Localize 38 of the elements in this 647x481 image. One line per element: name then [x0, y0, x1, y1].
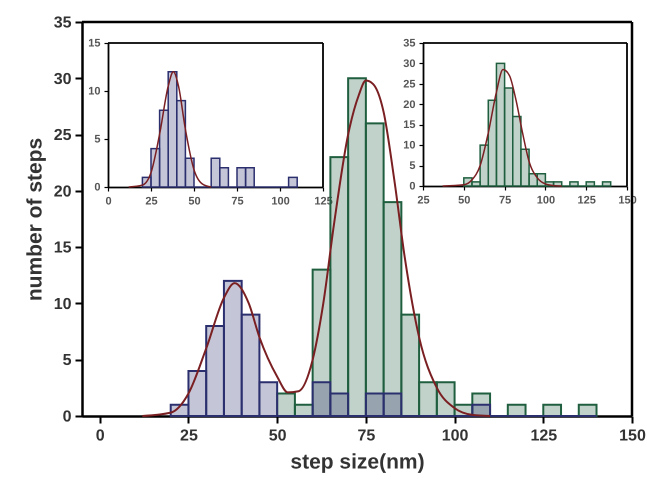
- y-tick-label: 0: [62, 408, 72, 426]
- x-tick-label: 0: [105, 196, 112, 208]
- y-tick-label: 5: [409, 160, 416, 172]
- x-tick-label: 100: [536, 194, 556, 206]
- x-tick-label: 50: [188, 196, 201, 208]
- x-tick-label: 25: [417, 194, 430, 206]
- x-tick-label: 75: [231, 196, 244, 208]
- x-tick-label: 125: [578, 194, 596, 206]
- y-tick-label: 10: [403, 140, 416, 152]
- y-tick-label: 10: [88, 86, 100, 98]
- y-tick-label: 15: [88, 38, 100, 50]
- x-tick-label: 100: [271, 196, 290, 208]
- x-tick-label: 150: [619, 428, 646, 444]
- y-tick-label: 15: [54, 240, 72, 257]
- y-tick-label: 10: [54, 296, 72, 313]
- y-tick-label: 25: [403, 78, 416, 90]
- y-tick-label: 30: [403, 58, 416, 70]
- x-tick-label: 25: [145, 196, 158, 208]
- x-tick-label: 50: [458, 194, 470, 206]
- y-tick-label: 0: [409, 180, 416, 192]
- y-tick-label: 20: [54, 183, 72, 200]
- y-tick-label: 5: [94, 134, 100, 146]
- y-tick-label: 25: [54, 127, 72, 144]
- y-tick-label: 30: [54, 70, 72, 88]
- y-tick-label: 20: [403, 98, 416, 111]
- x-tick-label: 100: [442, 428, 469, 444]
- x-tick-label: 25: [180, 428, 198, 444]
- y-tick-label: 15: [403, 119, 416, 132]
- y-tick-label: 35: [403, 38, 416, 50]
- y-axis-title: number of steps: [24, 138, 47, 302]
- y-tick-label: 35: [54, 14, 72, 32]
- x-tick-label: 75: [498, 194, 512, 206]
- x-tick-label: 125: [530, 428, 558, 444]
- y-tick-label: 0: [94, 182, 100, 194]
- x-tick-label: 75: [357, 428, 376, 444]
- x-axis-title: step size(nm): [290, 450, 425, 474]
- y-tick-label: 5: [62, 352, 72, 370]
- x-tick-label: 50: [268, 428, 287, 444]
